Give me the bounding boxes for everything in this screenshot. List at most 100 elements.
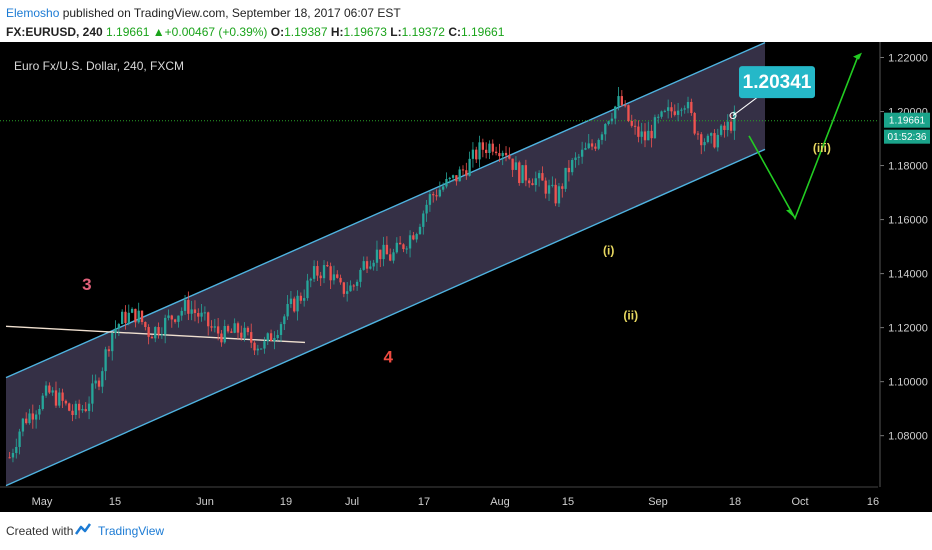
- candle-body: [216, 326, 220, 334]
- candle-body: [485, 149, 488, 153]
- x-tick-label: May: [32, 496, 53, 508]
- candle-body: [432, 194, 435, 196]
- candle-body: [157, 327, 160, 335]
- candle-body: [339, 277, 342, 283]
- candle-body: [468, 158, 471, 176]
- candle-body: [610, 118, 614, 122]
- candle-body: [213, 326, 216, 328]
- candle-body: [101, 371, 104, 387]
- candle-body: [306, 280, 309, 299]
- candle-body: [190, 309, 193, 314]
- candle-body: [528, 180, 531, 184]
- candle-body: [28, 413, 31, 424]
- candle-body: [663, 110, 667, 112]
- candle-body: [547, 185, 551, 194]
- candle-body: [117, 324, 121, 329]
- wave-label: 4: [383, 348, 393, 367]
- candle-body: [643, 131, 647, 141]
- candle-body: [289, 298, 293, 304]
- candle-body: [200, 312, 203, 317]
- candle-body: [564, 167, 567, 189]
- candle-body: [180, 310, 183, 316]
- candle-body: [160, 334, 164, 336]
- candle-body: [326, 265, 329, 267]
- candle-body: [203, 312, 207, 314]
- wave-label: (i): [603, 244, 614, 258]
- candle-body: [104, 349, 107, 372]
- candle-body: [729, 121, 733, 131]
- candle-body: [140, 310, 144, 323]
- candle-body: [435, 195, 438, 197]
- candle-body: [263, 341, 266, 349]
- candle-body: [395, 242, 398, 253]
- candle-body: [64, 400, 68, 404]
- candle-body: [657, 116, 660, 118]
- candle-body: [114, 328, 117, 334]
- candle-body: [25, 418, 28, 424]
- x-tick-label: Jul: [345, 496, 359, 508]
- candle-body: [733, 111, 736, 131]
- candle-body: [170, 315, 173, 320]
- symbol-label: FX:EURUSD, 240: [6, 25, 103, 39]
- candle-body: [51, 390, 54, 393]
- candle-body: [8, 457, 11, 459]
- candle-body: [233, 323, 236, 333]
- candle-body: [392, 252, 395, 261]
- candle-body: [111, 333, 114, 352]
- candle-body: [422, 213, 425, 227]
- candle-body: [521, 165, 524, 183]
- candle-body: [696, 133, 700, 135]
- open-value: 1.19387: [284, 25, 328, 39]
- candle-body: [726, 121, 729, 130]
- x-tick-label: 16: [867, 496, 879, 508]
- candle-body: [461, 169, 465, 171]
- target-anchor-point: [729, 112, 737, 120]
- chart-area[interactable]: 1.20341 1.22000 1.20000 1.18000 1.16000 1.14…: [0, 42, 932, 512]
- candle-body: [382, 244, 385, 260]
- candle-body: [405, 248, 408, 250]
- candle-body: [670, 107, 673, 112]
- candle-body: [210, 326, 213, 328]
- candle-body: [349, 285, 352, 292]
- wave-label: 3: [82, 275, 91, 294]
- candle-body: [491, 143, 494, 152]
- candle-body: [471, 149, 475, 159]
- y-tick-label: 1.18000: [888, 161, 928, 173]
- x-tick-label: Sep: [648, 496, 668, 508]
- candle-body: [293, 298, 296, 312]
- candle-body: [680, 109, 683, 111]
- candle-body: [21, 418, 25, 432]
- candle-body: [524, 165, 528, 181]
- candle-body: [537, 173, 541, 179]
- candle-body: [703, 142, 706, 146]
- symbol-info: FX:EURUSD, 240 1.19661 ▲+0.00467 (+0.39%…: [6, 25, 504, 39]
- candle-body: [150, 336, 154, 339]
- projection-arrowhead-up: [853, 52, 862, 60]
- candle-body: [207, 312, 210, 327]
- price-change: +0.00467 (+0.39%): [164, 25, 268, 39]
- candle-body: [230, 331, 233, 333]
- wave-label: (ii): [623, 309, 638, 323]
- candle-body: [58, 392, 61, 406]
- candle-body: [332, 274, 336, 281]
- brand-link[interactable]: TradingView: [98, 524, 165, 538]
- candle-body: [541, 173, 544, 181]
- candle-body: [481, 142, 485, 150]
- candle-body: [154, 327, 157, 339]
- candle-body: [107, 349, 111, 352]
- candle-body: [617, 96, 620, 107]
- candle-body: [250, 332, 253, 343]
- candle-body: [44, 385, 48, 396]
- candle-body: [385, 244, 389, 255]
- candle-body: [557, 186, 561, 204]
- candle-body: [723, 125, 726, 130]
- candle-body: [494, 151, 498, 154]
- candle-body: [329, 266, 332, 281]
- candle-body: [41, 395, 44, 409]
- wave-label: (iii): [813, 141, 831, 155]
- candle-body: [256, 348, 259, 351]
- author-link[interactable]: Elemosho: [6, 6, 60, 20]
- candle-body: [398, 242, 402, 245]
- candle-body: [425, 204, 428, 214]
- price-chart[interactable]: 1.20341 1.220001.200001.180001.160001.14…: [0, 42, 932, 512]
